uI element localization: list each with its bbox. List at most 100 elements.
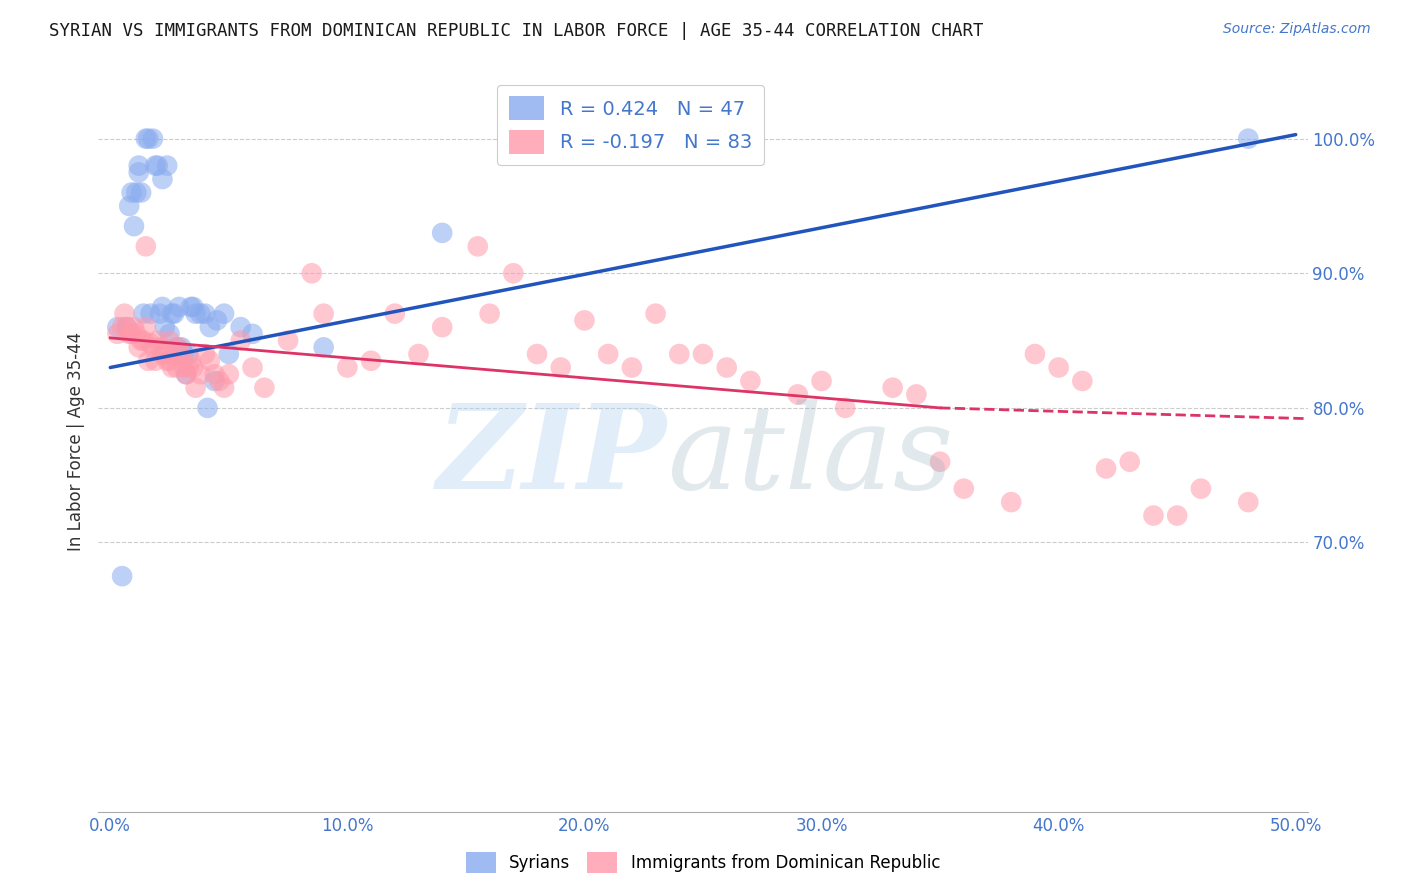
Point [1071,374,1094,388]
Point [143,159,166,173]
Point [620,360,643,375]
Point [905,387,928,401]
Point [253,381,276,395]
Point [218,368,240,382]
Point [574,313,596,327]
Point [111,320,134,334]
Point [115,320,138,334]
Point [408,347,430,361]
Point [166,340,188,354]
Point [1047,360,1070,375]
Point [135,320,157,334]
Point [360,353,382,368]
Point [114,307,136,321]
Point [156,159,179,173]
Point [810,374,832,388]
Point [173,347,195,361]
Point [432,226,454,240]
Point [156,353,179,368]
Point [121,326,143,341]
Point [146,159,169,173]
Point [121,186,143,200]
Point [132,307,155,321]
Point [1095,461,1118,475]
Point [242,326,264,341]
Point [136,131,159,145]
Point [882,381,904,395]
Point [478,307,501,321]
Point [1000,495,1022,509]
Y-axis label: In Labor Force | Age 35-44: In Labor Force | Age 35-44 [66,332,84,551]
Point [212,381,235,395]
Point [277,334,299,348]
Point [152,300,174,314]
Point [153,320,176,334]
Point [174,368,197,382]
Legend: R = 0.424   N = 47, R = -0.197   N = 83: R = 0.424 N = 47, R = -0.197 N = 83 [498,85,763,165]
Point [190,307,212,321]
Point [198,353,221,368]
Point [218,347,240,361]
Point [136,353,159,368]
Text: Source: ZipAtlas.com: Source: ZipAtlas.com [1223,22,1371,37]
Point [384,307,406,321]
Point [184,307,207,321]
Point [204,368,226,382]
Text: atlas: atlas [666,399,953,514]
Point [312,307,335,321]
Point [105,326,128,341]
Point [142,340,165,354]
Point [550,360,572,375]
Point [170,347,193,361]
Point [190,368,212,382]
Point [301,266,323,280]
Point [105,320,128,334]
Point [118,326,141,341]
Point [312,340,335,354]
Point [149,307,172,321]
Point [166,360,188,375]
Point [205,313,228,327]
Point [229,334,252,348]
Point [152,347,174,361]
Point [1237,131,1260,145]
Point [111,569,134,583]
Point [180,353,202,368]
Point [128,159,150,173]
Point [598,347,620,361]
Point [716,360,738,375]
Point [142,131,165,145]
Point [184,381,207,395]
Point [122,320,145,334]
Point [177,360,200,375]
Point [526,347,548,361]
Point [167,300,190,314]
Point [198,320,221,334]
Point [129,334,152,348]
Point [135,239,157,253]
Point [128,165,150,179]
Point [118,199,141,213]
Point [952,482,974,496]
Point [467,239,489,253]
Point [208,374,231,388]
Point [181,300,204,314]
Point [146,334,169,348]
Point [1119,455,1142,469]
Point [432,320,454,334]
Point [160,307,183,321]
Point [834,401,856,415]
Point [159,326,181,341]
Point [692,347,714,361]
Point [194,347,217,361]
Point [173,360,195,375]
Point [139,336,162,351]
Point [129,186,152,200]
Point [1189,482,1212,496]
Point [740,374,762,388]
Point [174,368,197,382]
Point [125,326,148,341]
Point [1166,508,1188,523]
Point [668,347,690,361]
Point [502,266,524,280]
